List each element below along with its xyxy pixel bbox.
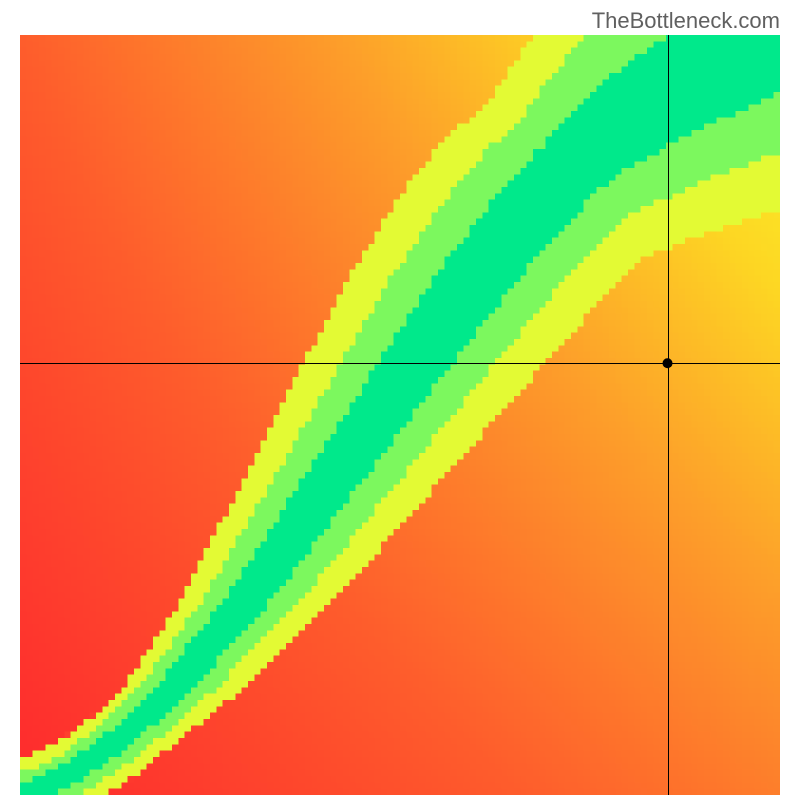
heatmap-chart [20,35,780,795]
chart-container: TheBottleneck.com [0,0,800,800]
crosshair-overlay [20,35,780,795]
watermark-text: TheBottleneck.com [592,8,780,34]
